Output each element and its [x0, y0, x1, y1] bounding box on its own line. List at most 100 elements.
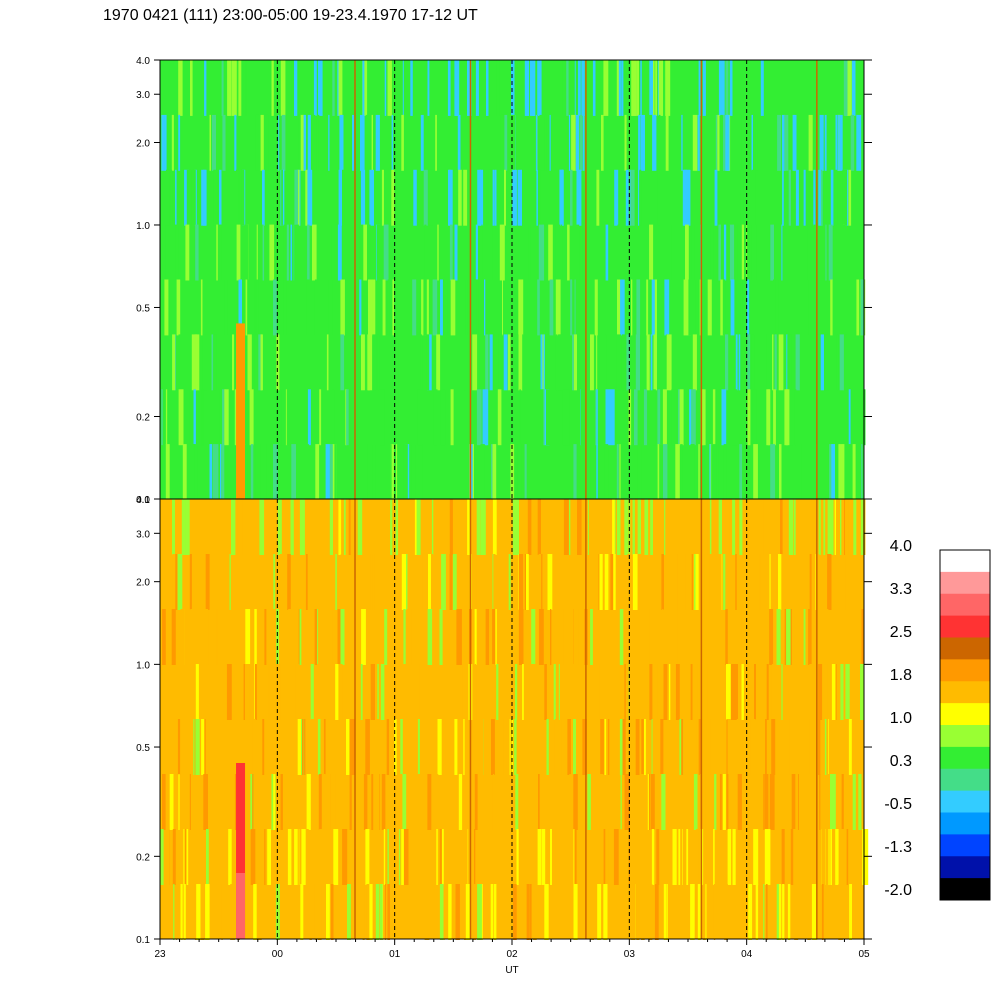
spectrogram-streak: [508, 554, 511, 610]
spectrogram-streak: [782, 169, 784, 226]
spectrogram-streak: [835, 114, 837, 171]
spectrogram-streak: [792, 114, 797, 171]
spectrogram-streak: [280, 774, 283, 830]
spectrogram-streak: [359, 279, 362, 336]
spectrogram-streak: [182, 444, 187, 500]
spectrogram-streak: [375, 884, 380, 940]
spectrogram-streak: [653, 279, 657, 336]
spectrogram-streak: [630, 169, 632, 226]
spectrogram-streak: [189, 774, 191, 830]
spectrogram-streak: [691, 389, 696, 446]
spectrogram-streak: [609, 389, 615, 446]
spectrogram-streak: [616, 334, 622, 391]
spectrogram-streak: [860, 279, 865, 336]
spectrogram-streak: [377, 334, 380, 391]
spectrogram-streak: [736, 719, 739, 775]
spectrogram-streak: [304, 719, 306, 775]
colorbar-swatch: [940, 725, 990, 748]
spectrogram-streak: [818, 499, 821, 555]
colorbar-label: 1.8: [890, 667, 912, 684]
spectrogram-streak: [750, 719, 756, 775]
spectrogram-streak: [443, 664, 447, 720]
spectrogram-streak: [494, 609, 497, 665]
spectrogram-streak: [851, 60, 856, 116]
y-tick-label: 0.5: [136, 303, 150, 314]
spectrogram-streak: [259, 499, 265, 555]
spectrogram-streak: [357, 389, 360, 446]
spectrogram-streak: [861, 444, 863, 500]
spectrogram-streak: [457, 609, 462, 665]
spectrogram-streak: [614, 169, 619, 226]
spectrogram-streak: [635, 334, 640, 391]
spectrogram-streak: [775, 279, 779, 336]
spectrogram-streak: [482, 279, 486, 336]
spectrogram-streak: [828, 829, 830, 885]
spectrogram-streak: [474, 444, 477, 500]
spectrogram-streak: [472, 334, 478, 391]
spectrogram-streak: [618, 60, 621, 116]
spectrogram-streak: [307, 169, 313, 226]
spectrogram-streak: [422, 279, 427, 336]
spectrogram-streak: [395, 334, 399, 391]
spectrogram-streak: [343, 774, 346, 830]
spectrogram-streak: [790, 829, 794, 885]
x-tick-label: 03: [624, 949, 636, 960]
spectrogram-streak: [245, 664, 250, 720]
spectrogram-streak: [541, 829, 546, 885]
chart-title: 1970 0421 (111) 23:00-05:00 19-23.4.1970…: [103, 7, 478, 24]
spectrogram-streak: [175, 169, 177, 226]
spectrogram-streak: [391, 169, 395, 226]
spectrogram-streak: [397, 774, 399, 830]
spectrogram-streak: [340, 554, 344, 610]
spectrogram-streak: [741, 609, 745, 665]
spectrogram-streak: [641, 554, 644, 610]
spectrogram-streak: [338, 499, 342, 555]
spectrogram-streak: [300, 884, 304, 940]
spectrogram-streak: [808, 609, 812, 665]
spectrogram-streak: [224, 279, 228, 336]
spectrogram-streak: [544, 664, 547, 720]
spectrogram-streak: [672, 829, 677, 885]
spectrogram-streak: [662, 609, 664, 665]
spectrogram-streak: [769, 609, 774, 665]
colorbar-swatch: [940, 790, 990, 813]
spectrogram-streak: [427, 499, 430, 555]
spectrogram-streak: [663, 774, 666, 830]
spectrogram-streak: [580, 389, 585, 446]
spectrogram-streak: [222, 389, 227, 446]
spectrogram-streak: [328, 114, 330, 171]
spectrogram-streak: [695, 279, 699, 336]
spectrogram-streak: [317, 114, 319, 171]
y-tick-label: 1.0: [136, 221, 150, 232]
spectrogram-streak: [567, 719, 571, 775]
colorbar-label: -0.5: [884, 796, 912, 813]
spectrogram-streak: [213, 334, 217, 391]
spectrogram-streak: [713, 829, 715, 885]
spectrogram-streak: [318, 774, 322, 830]
spectrogram-streak: [312, 224, 317, 281]
spectrogram-streak: [340, 334, 345, 391]
spectrogram-streak: [720, 60, 725, 116]
spectrogram-streak: [245, 609, 251, 665]
spectrogram-streak: [539, 114, 545, 171]
spectrogram-streak: [190, 719, 192, 775]
spectrogram-streak: [687, 279, 692, 336]
spectrogram-streak: [417, 389, 422, 446]
spectrogram-streak: [186, 829, 189, 885]
spectrogram-streak: [666, 334, 672, 391]
spectrogram-streak: [596, 389, 598, 446]
spectrogram-streak: [638, 60, 642, 116]
spectrogram-streak: [844, 719, 849, 775]
spectrogram-streak: [771, 664, 775, 720]
spectrogram-streak: [529, 884, 532, 940]
spectrogram-streak: [474, 664, 477, 720]
spectrogram-streak: [525, 554, 529, 610]
spectrogram-streak: [281, 169, 284, 226]
spectrogram-streak: [236, 169, 238, 226]
spectrogram-streak: [333, 829, 339, 885]
spectrogram-streak: [803, 169, 806, 226]
spectrogram-streak: [651, 664, 654, 720]
spectrogram-streak: [530, 719, 532, 775]
spectrogram-streak: [712, 389, 716, 446]
spectrogram-streak: [683, 279, 689, 336]
